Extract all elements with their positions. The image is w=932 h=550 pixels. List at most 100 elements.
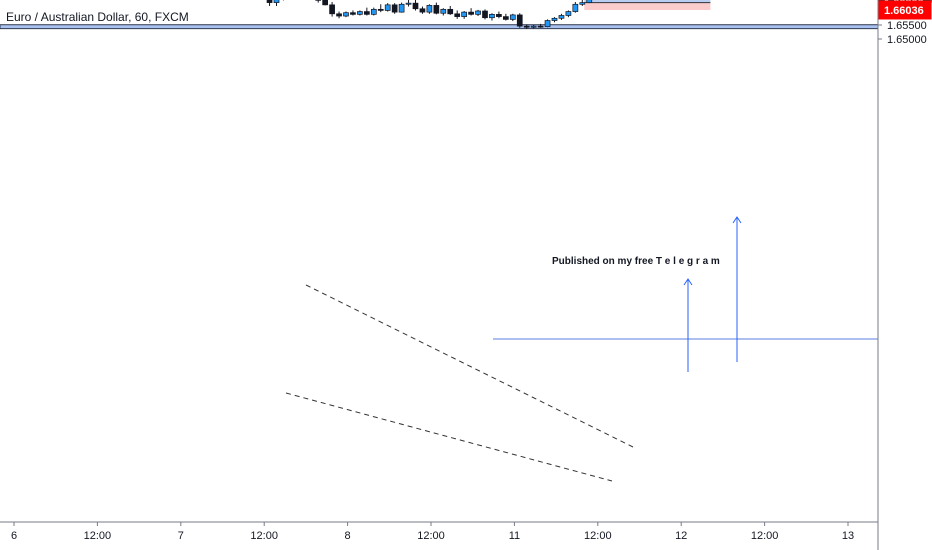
upper-trendline [305,284,634,448]
candle-body [440,8,447,14]
candle-body [412,2,419,10]
candle-body [419,8,426,13]
candle[interactable] [475,9,481,17]
candle[interactable] [516,13,523,28]
candle-body [496,14,502,17]
candle-body [447,8,454,15]
candle[interactable] [544,19,551,28]
candle-body [509,14,516,20]
candle-body [405,2,412,5]
price-tag: 1.66036 [878,0,932,20]
lower-trendline [285,392,613,482]
candle[interactable] [350,10,356,16]
candle-body [461,11,467,17]
candle[interactable] [273,0,280,6]
candle[interactable] [558,13,565,20]
candle-body [530,25,537,28]
candle-body [391,4,398,13]
candle-body [364,11,370,15]
candle-body [398,3,405,13]
candle-body [273,0,280,3]
candle-body [482,10,488,19]
candle[interactable] [329,2,335,17]
candle-body [343,12,349,17]
candle-body [565,11,572,16]
candle[interactable] [357,10,363,16]
candle-body [537,25,544,28]
candle[interactable] [315,0,322,3]
candle[interactable] [523,24,530,29]
candle-body [489,14,495,19]
candle-body [433,5,440,14]
candle-body [377,8,384,11]
x-tick-label: 13 [842,530,854,542]
candle[interactable] [496,11,502,19]
candle[interactable] [565,10,572,18]
candle[interactable] [364,7,370,16]
candle[interactable] [266,0,273,6]
candle-body [551,17,558,21]
candle-body [572,3,579,12]
candle[interactable] [503,13,509,21]
candle-body [357,11,363,15]
telegram-annotation: Published on my free T e l e g r a m [552,256,720,267]
candle[interactable] [454,10,461,19]
candle-body [454,13,461,17]
candle[interactable] [461,11,467,19]
candle-body [503,16,509,20]
candle-body [586,0,593,3]
candle-body [266,0,273,3]
candle[interactable] [482,9,488,20]
x-tick-label: 6 [11,530,17,542]
candle[interactable] [509,13,516,22]
candle[interactable] [537,23,544,28]
candle-body [350,12,356,15]
candle[interactable] [447,5,454,15]
candle[interactable] [419,6,426,14]
candle[interactable] [579,0,586,6]
candle[interactable] [336,11,342,19]
candle[interactable] [468,8,474,16]
candle[interactable] [377,4,384,13]
candle[interactable] [322,0,328,6]
candle[interactable] [433,2,440,15]
candle-body [329,4,335,15]
chart-title: Euro / Australian Dollar, 60, FXCM [6,10,189,24]
candle-body [523,25,530,28]
x-tick-label: 12:00 [584,530,612,542]
candle[interactable] [398,2,405,13]
candle-body [384,4,391,11]
profit-fill [584,0,711,3]
x-tick-label: 12:00 [84,530,112,542]
candle[interactable] [530,25,537,29]
candle[interactable] [551,17,558,23]
target-arrow [683,278,693,372]
candle[interactable] [405,0,412,7]
candle[interactable] [489,13,495,21]
candle[interactable] [412,0,419,11]
candle-body [370,8,377,15]
candle[interactable] [343,11,349,18]
target-zone [584,0,711,3]
candle-body [426,5,433,13]
y-tick-label: 1.65000 [887,34,927,46]
support-zone [0,24,879,30]
candle[interactable] [384,3,391,12]
candle[interactable] [391,3,398,14]
candle-body [468,11,474,15]
x-tick-label: 7 [178,530,184,542]
candle[interactable] [440,8,447,16]
x-tick-label: 12 [675,530,687,542]
candle-body [579,2,586,5]
candle-body [475,10,481,15]
candle-body [544,20,551,28]
price-tag-label: 1.66036 [884,5,924,17]
candle[interactable] [370,7,377,16]
candle[interactable] [426,4,433,14]
candle[interactable] [586,0,593,4]
candle[interactable] [572,2,579,13]
x-tick-label: 8 [345,530,351,542]
x-tick-label: 12:00 [751,530,779,542]
